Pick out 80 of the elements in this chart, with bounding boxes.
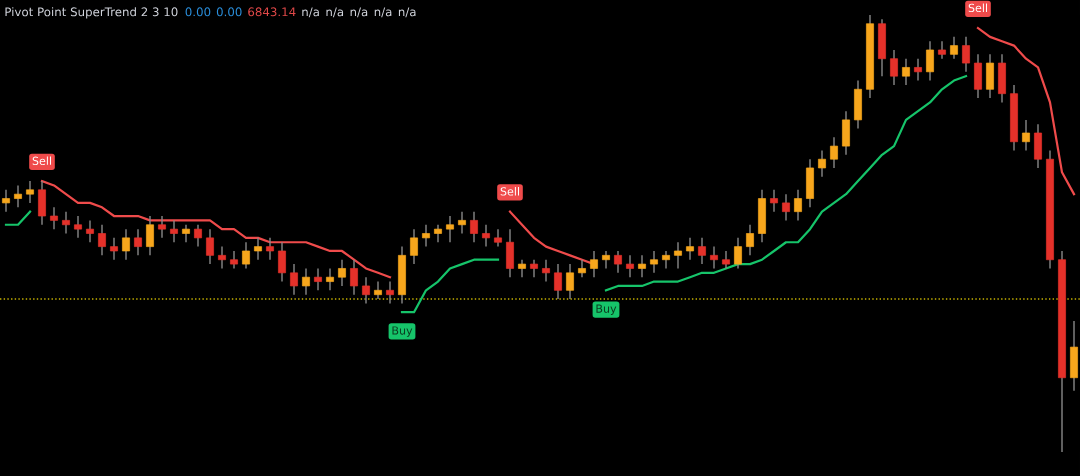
candlestick bbox=[818, 149, 826, 178]
candlestick bbox=[698, 237, 706, 265]
candlestick bbox=[146, 215, 154, 257]
candlestick bbox=[122, 228, 130, 261]
chart-subtitle: 0.00 0.00 6843.14 n/a n/a n/a n/a n/a bbox=[185, 7, 416, 18]
candlestick bbox=[902, 58, 910, 86]
candlestick bbox=[554, 263, 562, 300]
candlestick bbox=[134, 228, 142, 257]
candlestick bbox=[638, 254, 646, 278]
candlestick bbox=[2, 189, 10, 213]
candlestick bbox=[722, 250, 730, 270]
candlestick bbox=[662, 250, 670, 270]
candlestick bbox=[86, 219, 94, 243]
annotation: Sell bbox=[500, 187, 519, 196]
candlestick bbox=[290, 263, 298, 296]
candlestick bbox=[482, 224, 490, 248]
candlestick bbox=[602, 250, 610, 270]
candlestick bbox=[914, 58, 922, 82]
candlestick bbox=[350, 259, 358, 296]
candlestick bbox=[890, 49, 898, 86]
candlestick bbox=[926, 40, 934, 82]
candlestick bbox=[938, 40, 946, 60]
candlestick bbox=[410, 228, 418, 265]
candlestick bbox=[14, 184, 22, 208]
candlestick bbox=[530, 259, 538, 278]
candlestick bbox=[218, 245, 226, 270]
candlestick bbox=[374, 280, 382, 300]
candlestick bbox=[734, 237, 742, 270]
candlestick bbox=[170, 219, 178, 243]
candlestick bbox=[614, 250, 622, 274]
candlestick bbox=[674, 241, 682, 270]
candlestick bbox=[518, 259, 526, 278]
candlestick bbox=[782, 193, 790, 222]
candlestick bbox=[362, 276, 370, 305]
candlestick bbox=[62, 210, 70, 235]
candlestick bbox=[542, 259, 550, 283]
candlestick bbox=[794, 189, 802, 222]
candlestick bbox=[566, 263, 574, 300]
candlestick bbox=[98, 224, 106, 257]
candlestick bbox=[962, 36, 970, 73]
candlestick bbox=[302, 267, 310, 296]
candlestick bbox=[686, 237, 694, 261]
candlestick bbox=[626, 254, 634, 278]
candlestick bbox=[458, 210, 466, 235]
candlestick bbox=[26, 180, 34, 204]
candlestick bbox=[338, 259, 346, 287]
candlestick bbox=[314, 267, 322, 292]
candlestick bbox=[254, 237, 262, 261]
annotation: Sell bbox=[32, 156, 51, 166]
candlestick bbox=[746, 224, 754, 257]
text: Sell bbox=[968, 3, 987, 13]
candlestick bbox=[206, 228, 214, 265]
candlestick bbox=[446, 215, 454, 243]
candlestick bbox=[950, 36, 958, 60]
candlestick bbox=[494, 228, 502, 248]
candlestick bbox=[182, 224, 190, 243]
candlestick bbox=[422, 224, 430, 248]
candlestick bbox=[194, 224, 202, 248]
candlestick bbox=[434, 224, 442, 243]
candlestick bbox=[770, 189, 778, 213]
annotation: Buy bbox=[392, 326, 413, 337]
candlestick bbox=[230, 250, 238, 270]
candlestick bbox=[158, 215, 166, 239]
candlestick bbox=[1022, 119, 1030, 152]
chart-title: Pivot Point SuperTrend 2 3 10 bbox=[5, 7, 178, 19]
candlestick bbox=[74, 215, 82, 239]
candlestick bbox=[278, 241, 286, 283]
candlestick bbox=[710, 245, 718, 270]
candlestick bbox=[326, 267, 334, 292]
candlestick bbox=[830, 136, 838, 169]
candlestick bbox=[578, 259, 586, 278]
candlestick bbox=[266, 237, 274, 261]
candlestick bbox=[50, 206, 58, 230]
candlestick bbox=[386, 280, 394, 305]
candlestick bbox=[470, 210, 478, 243]
candlestick bbox=[242, 241, 250, 270]
candlestick bbox=[590, 250, 598, 278]
candlestick bbox=[110, 237, 118, 261]
annotation: Buy bbox=[596, 304, 617, 315]
candlestick bbox=[650, 250, 658, 274]
